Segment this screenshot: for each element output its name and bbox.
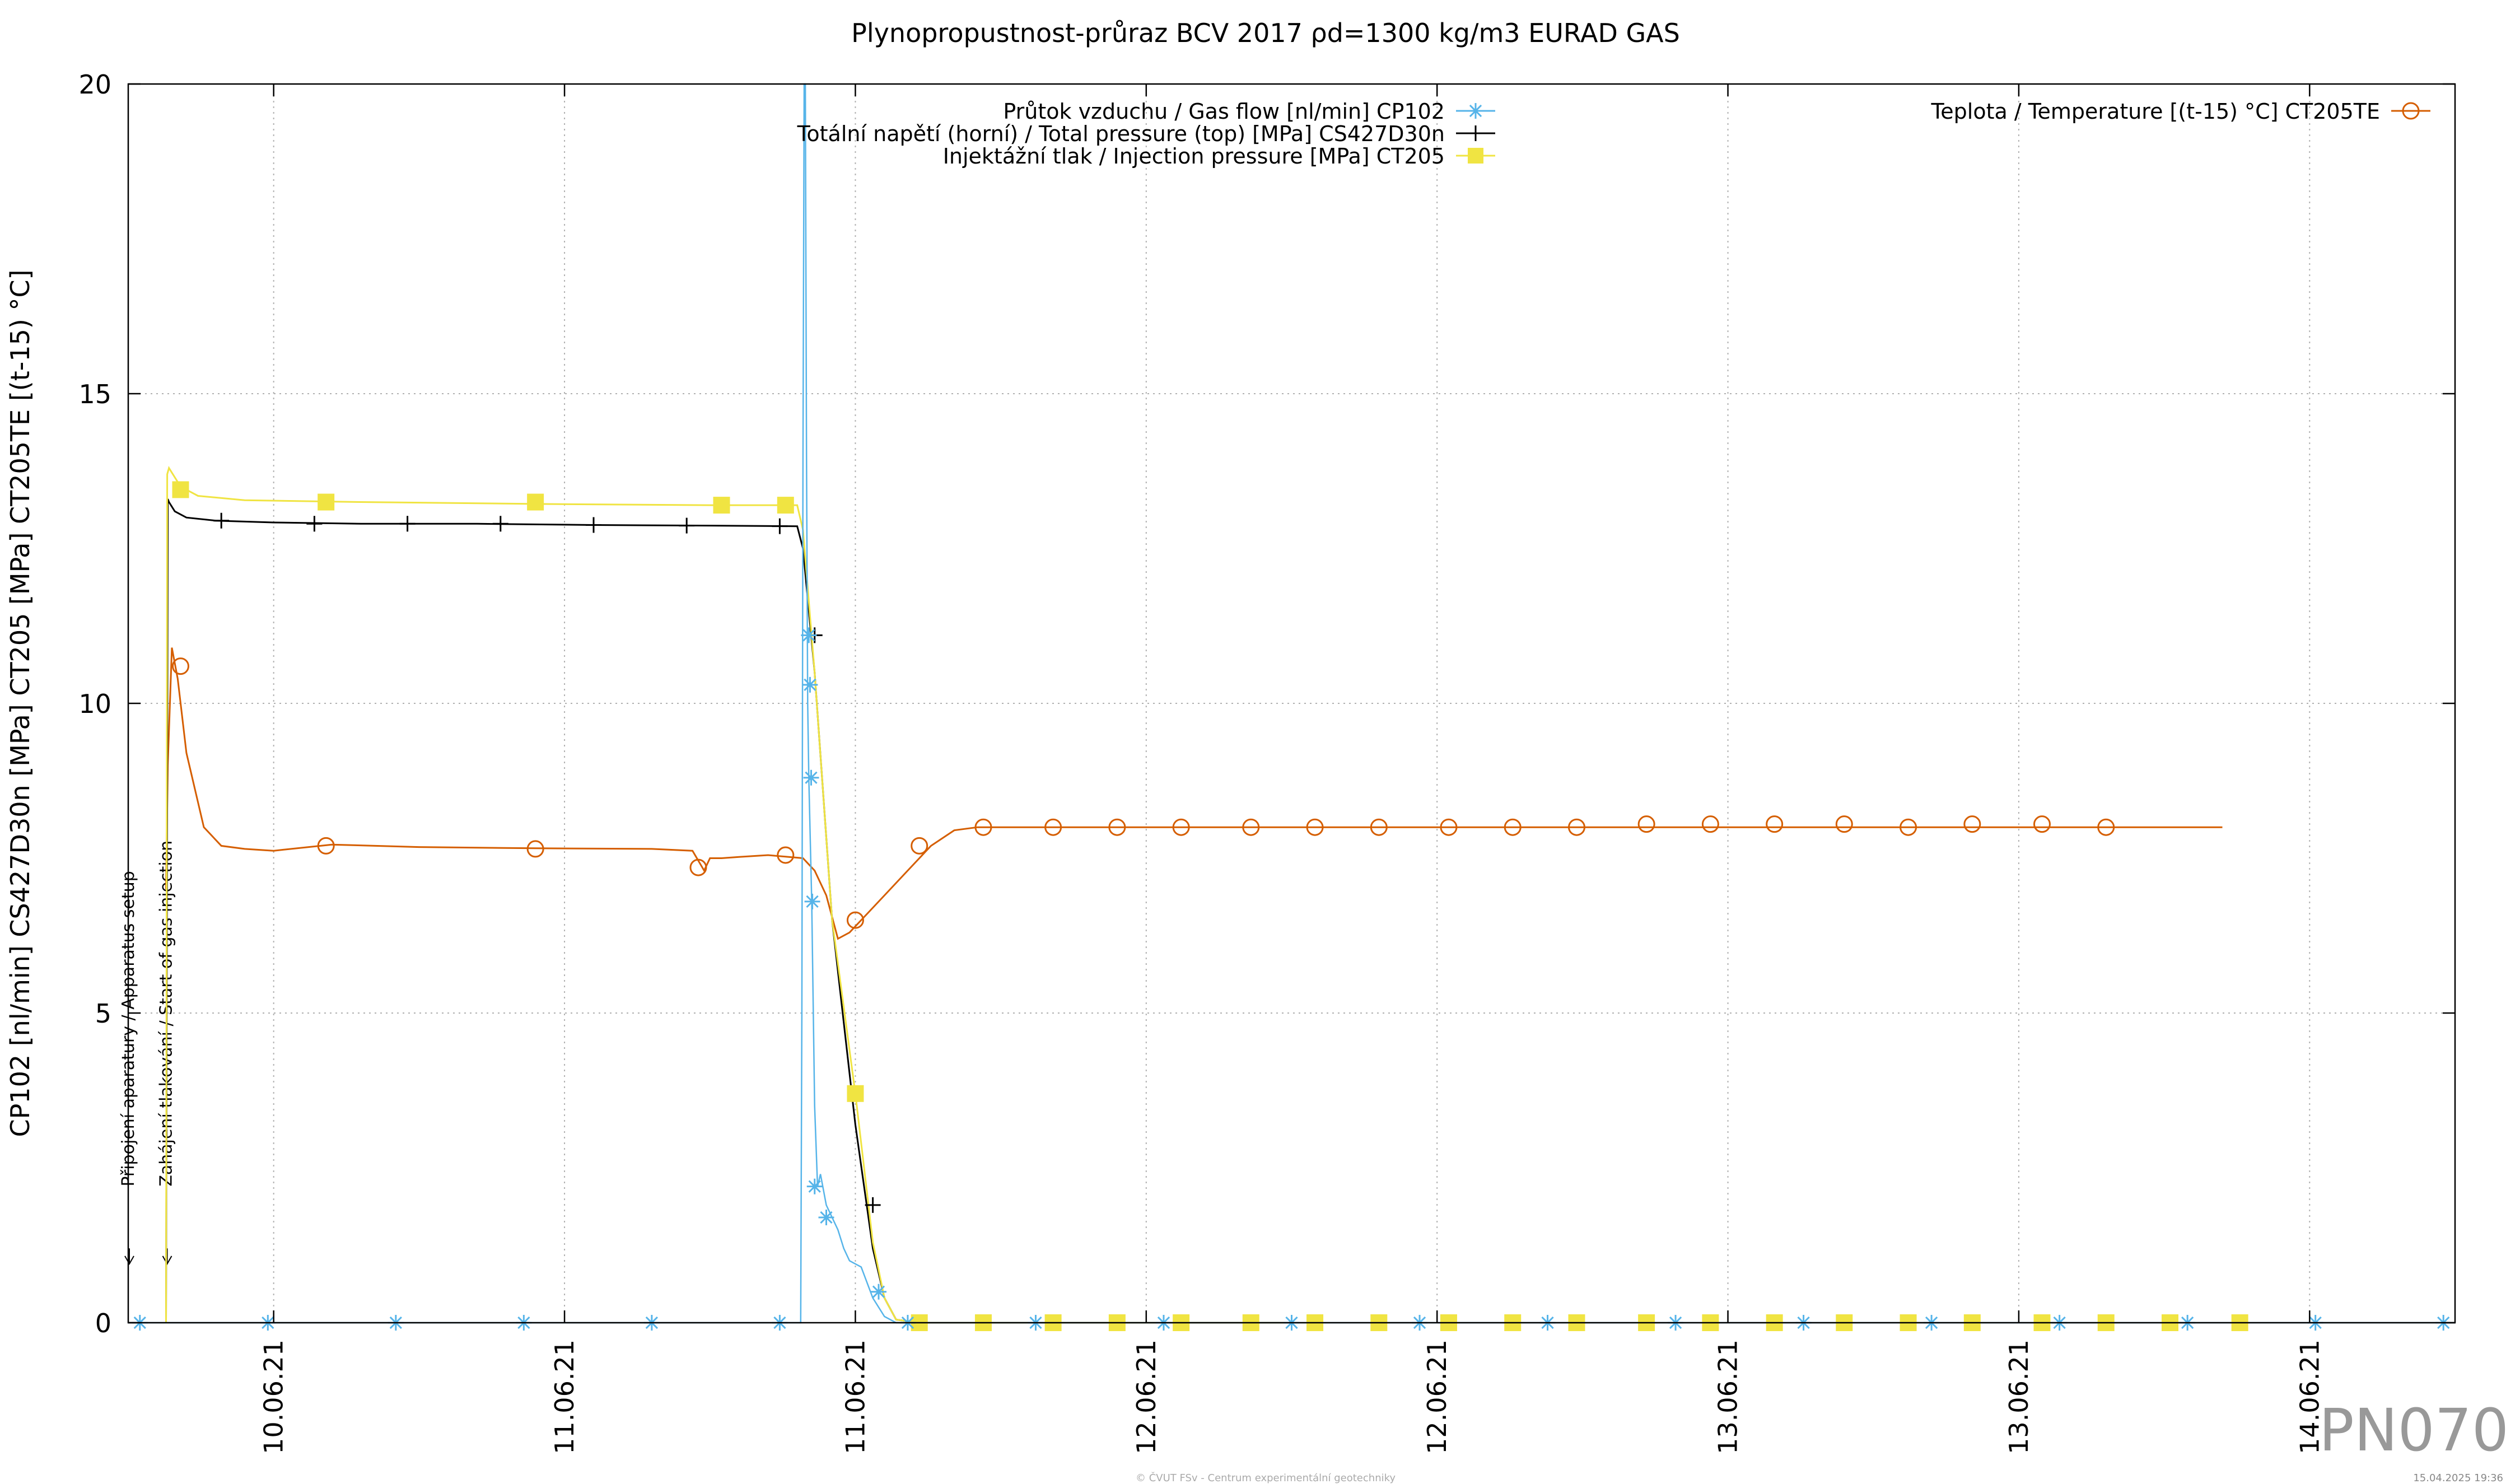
data-point bbox=[526, 840, 544, 858]
data-point-stroke bbox=[802, 629, 815, 642]
data-point bbox=[2097, 818, 2115, 836]
data-point-stroke bbox=[820, 1211, 833, 1224]
x-tick-label: 10.06.21 bbox=[259, 1340, 289, 1454]
x-tick-label: 13.06.21 bbox=[2004, 1340, 2034, 1454]
legend-label: Teplota / Temperature [(t-15) °C] CT205T… bbox=[1931, 99, 2380, 124]
grid bbox=[128, 84, 2455, 1323]
y-tick-label: 15 bbox=[78, 379, 111, 409]
y-tick-label: 20 bbox=[78, 69, 111, 100]
data-point bbox=[870, 1284, 886, 1300]
data-point bbox=[213, 512, 230, 529]
data-point bbox=[713, 497, 730, 514]
data-point bbox=[399, 516, 416, 532]
footer-credit: © ČVUT FSv - Centrum experimentální geot… bbox=[1136, 1472, 1396, 1484]
data-point bbox=[1468, 125, 1483, 141]
y-tick-label: 0 bbox=[95, 1308, 111, 1338]
x-tick-label: 13.06.21 bbox=[1713, 1340, 1743, 1454]
data-point bbox=[586, 517, 601, 533]
data-point bbox=[317, 837, 335, 855]
data-point-stroke bbox=[808, 1180, 821, 1193]
x-tick-label: 11.06.21 bbox=[840, 1340, 870, 1454]
data-point bbox=[1468, 103, 1483, 119]
data-point bbox=[172, 481, 189, 498]
data-point bbox=[1504, 818, 1522, 836]
data-point bbox=[801, 627, 817, 643]
data-point bbox=[1766, 815, 1784, 833]
data-point bbox=[1440, 818, 1458, 836]
data-point bbox=[1172, 818, 1190, 836]
data-point bbox=[846, 911, 864, 929]
data-point bbox=[865, 1197, 881, 1213]
data-point bbox=[803, 769, 819, 786]
data-point-stroke bbox=[805, 771, 818, 784]
legend-label: Totální napětí (horní) / Total pressure … bbox=[797, 122, 1445, 146]
data-point bbox=[1370, 818, 1388, 836]
x-tick-label: 12.06.21 bbox=[1131, 1340, 1161, 1454]
data-point bbox=[911, 837, 928, 855]
data-point bbox=[818, 1209, 834, 1225]
data-point bbox=[806, 1178, 823, 1194]
data-point-stroke bbox=[804, 678, 816, 691]
legend: Průtok vzduchu / Gas flow [nl/min] CP102… bbox=[797, 99, 2430, 169]
data-point bbox=[777, 497, 794, 514]
data-point-stroke bbox=[806, 895, 819, 908]
data-point bbox=[2033, 815, 2051, 833]
y-axis-label: CP102 [nl/min] CS427D30n [MPa] CT205 [MP… bbox=[5, 269, 35, 1137]
data-point bbox=[679, 517, 695, 534]
data-point bbox=[1701, 815, 1719, 833]
data-point bbox=[1044, 818, 1062, 836]
y-tick-label: 10 bbox=[78, 689, 111, 719]
data-point bbox=[527, 493, 544, 511]
data-point-stroke bbox=[1469, 104, 1482, 118]
x-tick-label: 11.06.21 bbox=[549, 1340, 580, 1454]
data-point bbox=[306, 516, 323, 532]
data-point bbox=[1108, 818, 1126, 836]
axis-ticks: 0 5 10 15 20 10.06.21 11.06.21 11.06.21 12.06.21… bbox=[78, 69, 2455, 1454]
chart-title: Plynopropustnost-průraz BCV 2017 ρd=1300… bbox=[851, 18, 1680, 48]
data-point bbox=[1963, 815, 1981, 833]
data-point bbox=[847, 1085, 864, 1102]
y-tick-label: 5 bbox=[95, 998, 111, 1029]
legend-label: Injektážní tlak / Injection pressure [MP… bbox=[943, 144, 1445, 169]
x-tick-label: 14.06.21 bbox=[2294, 1340, 2325, 1454]
data-point bbox=[1637, 815, 1655, 833]
series-lines bbox=[128, 83, 2455, 1324]
data-point bbox=[689, 858, 707, 876]
annotation-arrow-head bbox=[124, 1256, 134, 1265]
data-point bbox=[1835, 815, 1853, 833]
data-point bbox=[1468, 148, 1483, 164]
data-point bbox=[1242, 818, 1260, 836]
data-point bbox=[974, 818, 992, 836]
data-point bbox=[772, 518, 788, 534]
data-point bbox=[1900, 818, 1917, 836]
footer-timestamp: 15.04.2025 19:36 bbox=[2413, 1472, 2503, 1484]
data-point bbox=[318, 493, 335, 511]
series-line bbox=[165, 647, 2223, 940]
watermark: PN070 bbox=[2319, 1396, 2509, 1464]
data-point bbox=[1306, 818, 1324, 836]
data-point bbox=[777, 846, 795, 864]
annotation-arrow-head bbox=[162, 1256, 172, 1265]
data-point bbox=[171, 657, 189, 675]
data-point bbox=[804, 893, 820, 909]
data-point bbox=[492, 516, 508, 532]
data-point bbox=[802, 676, 818, 693]
series-line bbox=[128, 83, 2455, 1324]
data-point bbox=[2402, 102, 2420, 120]
x-tick-label: 12.06.21 bbox=[1422, 1340, 1452, 1454]
data-point-stroke bbox=[872, 1285, 885, 1298]
legend-label: Průtok vzduchu / Gas flow [nl/min] CP102 bbox=[1003, 99, 1445, 124]
data-point bbox=[1567, 818, 1585, 836]
